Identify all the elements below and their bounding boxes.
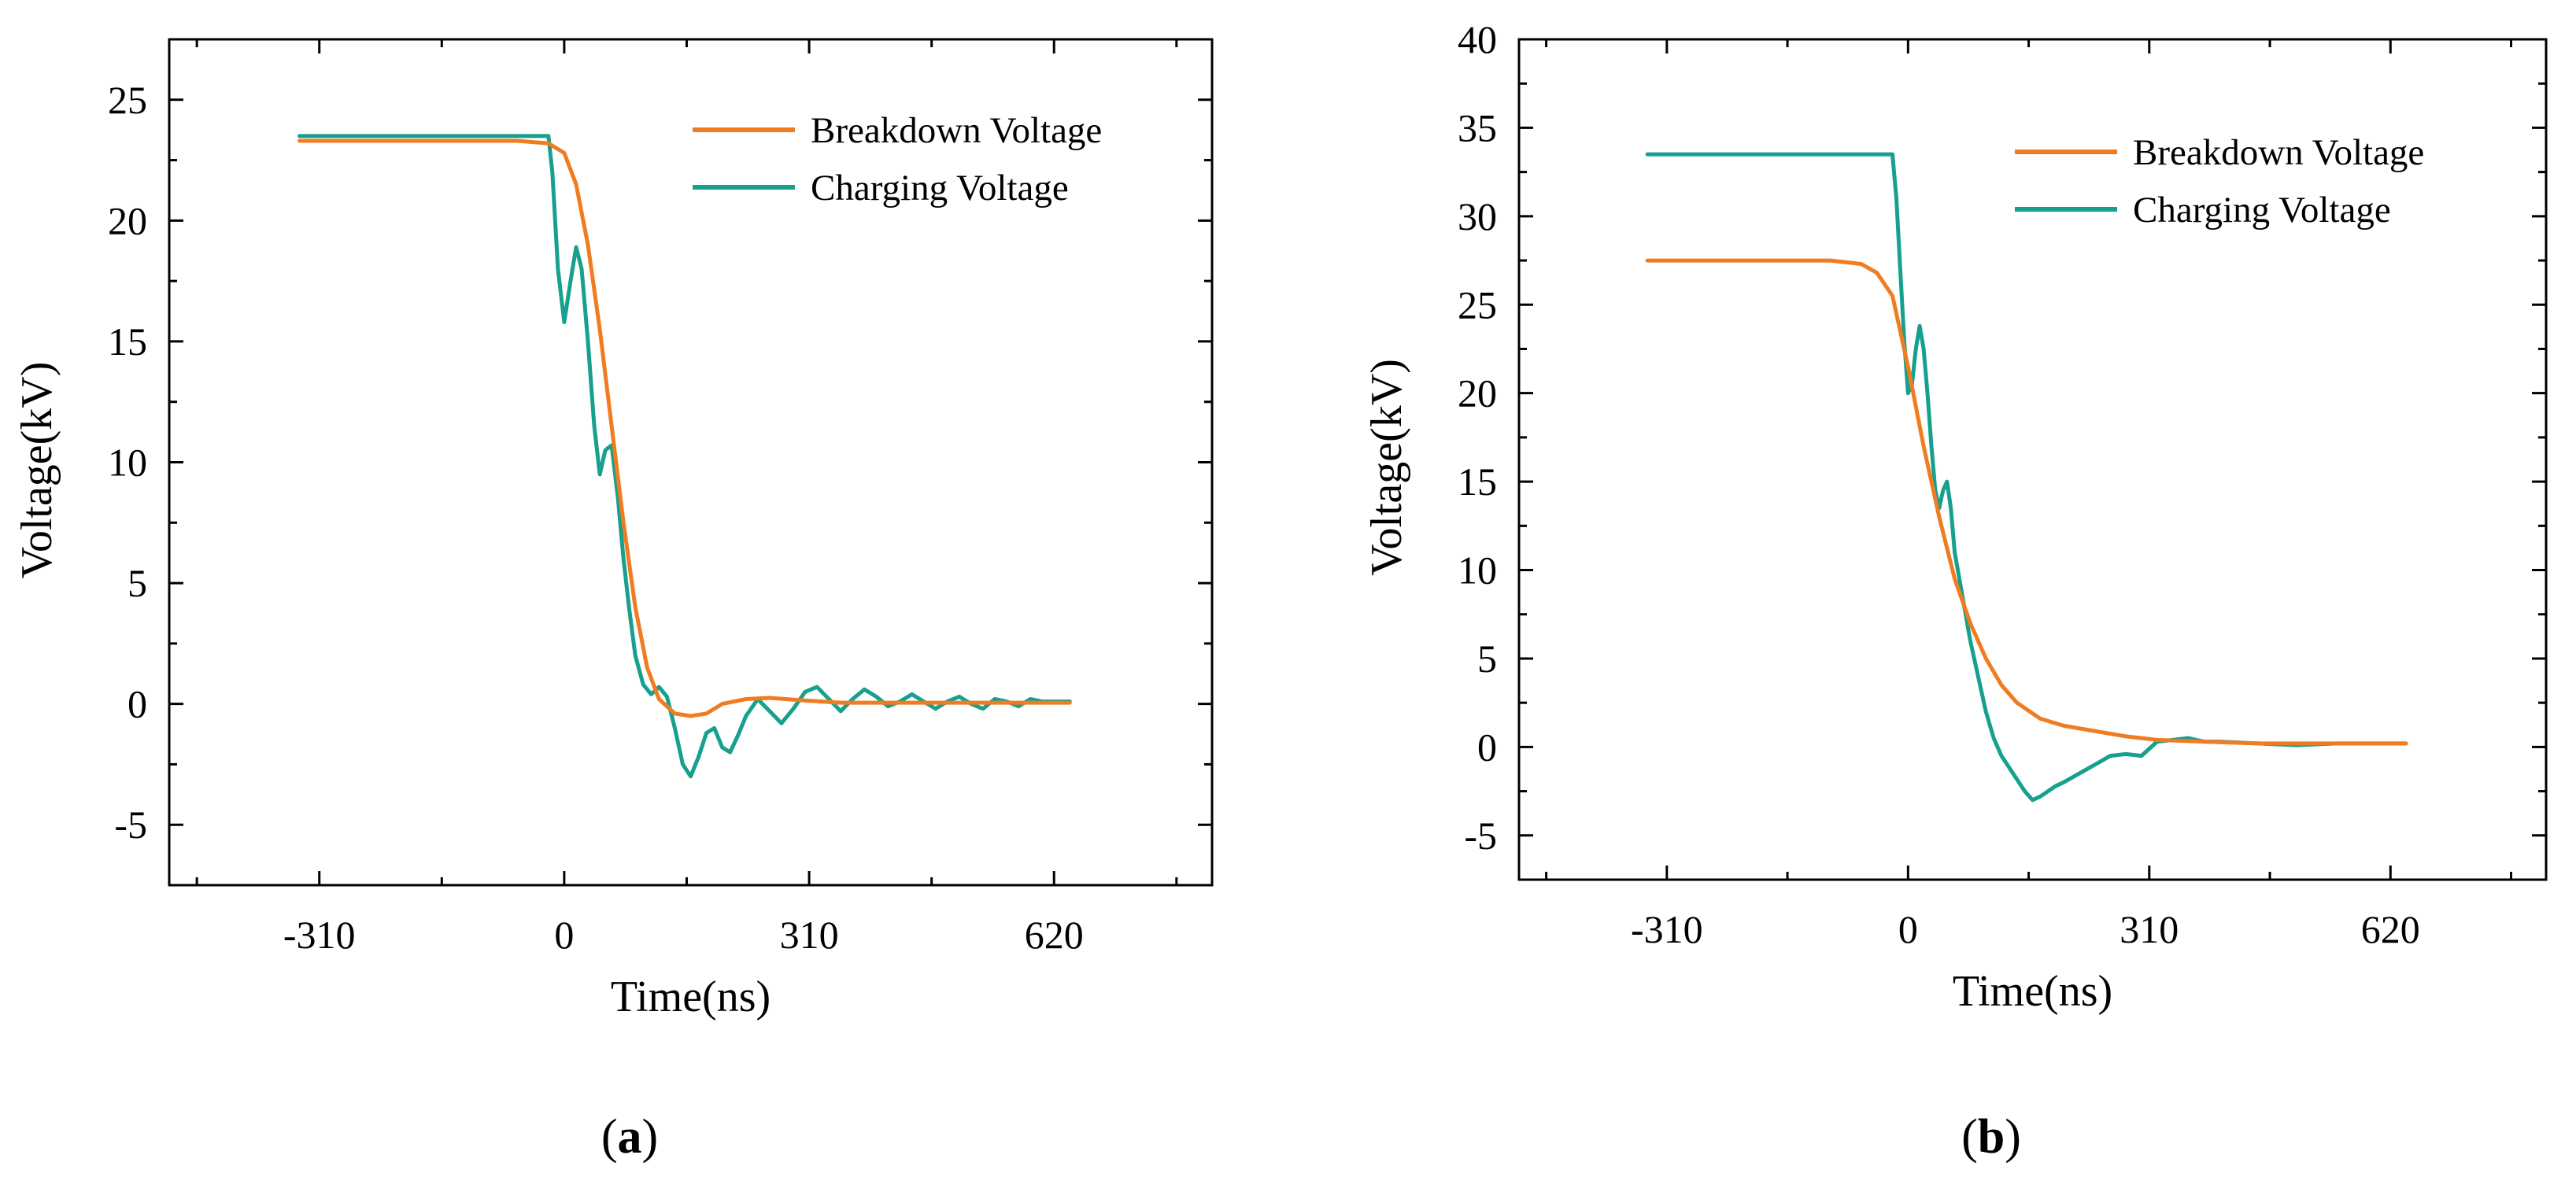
y-tick-label: 20 [108, 198, 147, 242]
chart-panel-a: -5 0 5 10 15 20 25 -310 0 310 620 Time(ns) Voltage(k… [13, 38, 1214, 1164]
plot-frame [1517, 38, 2548, 881]
series-line-charging-voltage [1645, 152, 2408, 803]
x-tick-label: 620 [1025, 913, 1084, 957]
x-tick-label: -310 [1631, 907, 1703, 951]
y-tick-label: 40 [1458, 17, 1497, 61]
y-tick-label: 15 [1458, 459, 1497, 504]
x-tick-label: -310 [283, 913, 356, 957]
series-line-breakdown-voltage [298, 138, 1072, 718]
x-tick-label: 0 [1898, 907, 1918, 951]
y-axis-label: Voltage(kV) [13, 362, 61, 579]
y-tick-label: 0 [128, 682, 147, 726]
plot-frame [168, 38, 1214, 887]
y-tick-label: 25 [1458, 282, 1497, 327]
panel-label: (a) [601, 1110, 658, 1164]
y-tick-label: 0 [1477, 725, 1497, 769]
legend-entry-breakdown-voltage: Breakdown Voltage [811, 110, 1102, 151]
y-tick-label: 25 [108, 78, 147, 122]
y-tick-label: -5 [114, 803, 147, 847]
y-axis-label: Voltage(kV) [1362, 359, 1411, 576]
y-tick-label: 10 [108, 441, 147, 485]
panel-label: (b) [1961, 1110, 2021, 1164]
y-tick-label: 10 [1458, 548, 1497, 592]
series-line-charging-voltage [298, 134, 1072, 779]
series-line-breakdown-voltage [1645, 258, 2408, 746]
x-tick-label: 310 [2120, 907, 2179, 951]
legend-entry-charging-voltage: Charging Voltage [2133, 190, 2391, 231]
y-tick-label: 5 [128, 561, 147, 605]
x-tick-label: 620 [2361, 907, 2420, 951]
x-tick-label: 0 [554, 913, 574, 957]
y-tick-label: 30 [1458, 194, 1497, 238]
y-tick-label: 20 [1458, 371, 1497, 415]
y-tick-label: 35 [1458, 105, 1497, 149]
chart-panel-b: -5 0 5 10 15 20 25 30 35 40 -310 0 310 620 Time(ns) Vol… [1362, 17, 2548, 1164]
y-tick-label: -5 [1464, 814, 1497, 858]
legend-entry-breakdown-voltage: Breakdown Voltage [2133, 132, 2424, 173]
x-axis-label: Time(ns) [611, 972, 771, 1021]
y-tick-label: 15 [108, 319, 147, 364]
legend-entry-charging-voltage: Charging Voltage [811, 168, 1069, 209]
y-tick-label: 5 [1477, 637, 1497, 681]
x-axis-label: Time(ns) [1953, 967, 2112, 1016]
x-tick-label: 310 [780, 913, 839, 957]
